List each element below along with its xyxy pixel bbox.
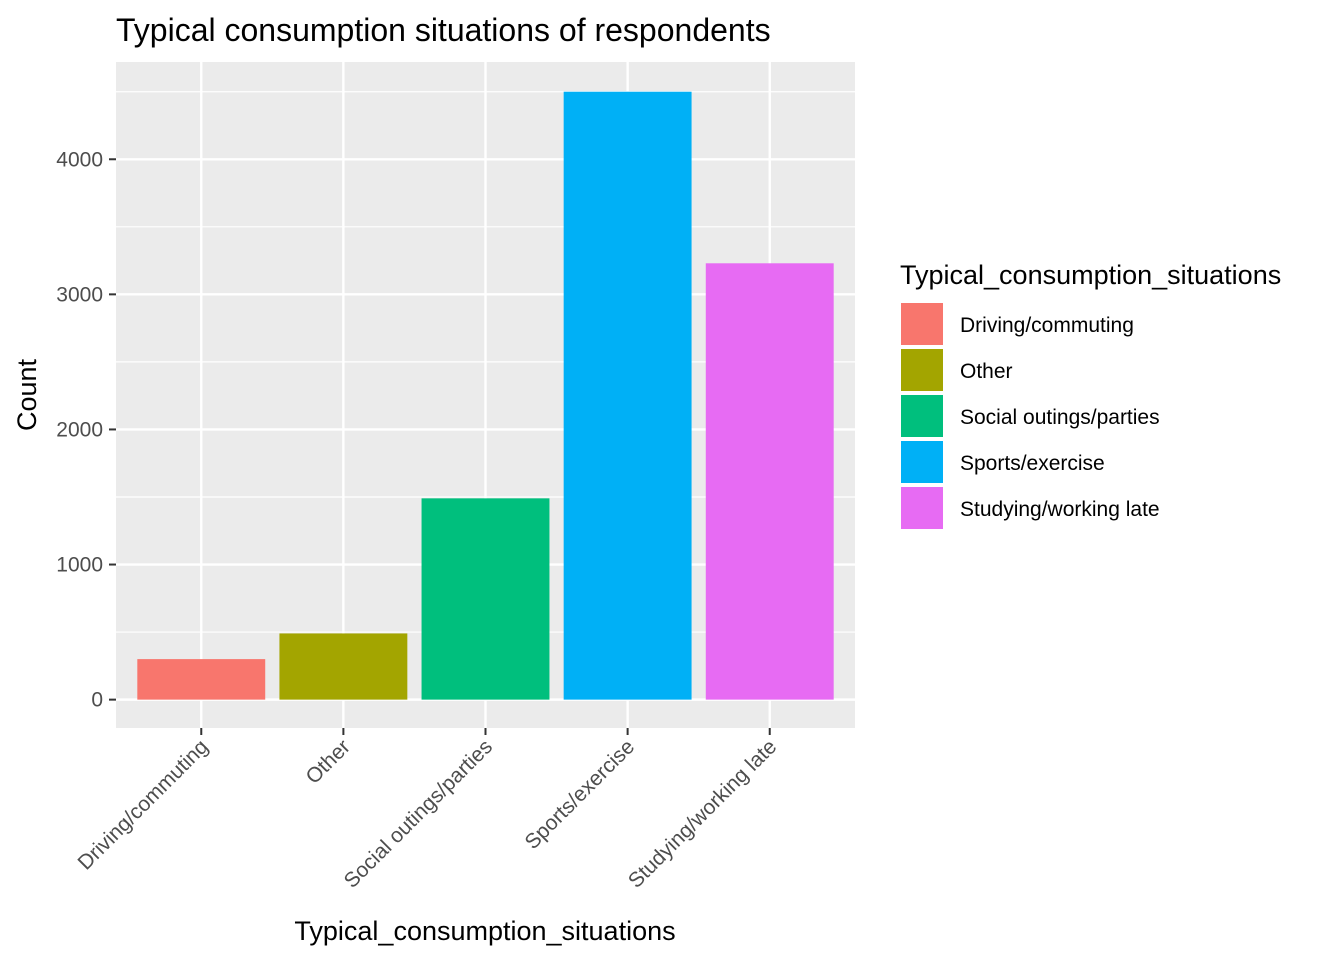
y-tick-label: 2000: [56, 418, 103, 441]
legend-label: Social outings/parties: [960, 406, 1160, 429]
y-tick-label: 1000: [56, 554, 103, 577]
x-tick-label: Sports/exercise: [521, 735, 640, 854]
y-axis: 0 1000 2000 3000 4000: [56, 148, 116, 712]
legend-swatch: [901, 441, 943, 483]
bar-5: [705, 263, 834, 700]
x-tick-label: Studying/working late: [624, 735, 781, 892]
x-tick-label: Other: [302, 735, 355, 788]
legend-swatch: [901, 303, 943, 345]
legend-swatch: [901, 487, 943, 529]
legend-label: Studying/working late: [960, 498, 1160, 521]
y-tick-label: 0: [91, 689, 103, 712]
x-tick-label: Social outings/parties: [340, 735, 497, 892]
x-axis-title: Typical_consumption_situations: [294, 916, 675, 946]
chart-title: Typical consumption situations of respon…: [116, 12, 771, 48]
legend-title: Typical_consumption_situations: [900, 260, 1281, 290]
legend-label: Driving/commuting: [960, 314, 1134, 337]
bar-1: [137, 659, 266, 700]
legend-label: Other: [960, 360, 1013, 383]
y-tick-label: 3000: [56, 283, 103, 306]
legend-swatch: [901, 395, 943, 437]
bar-4: [563, 91, 692, 700]
y-axis-title: Count: [12, 358, 42, 431]
y-tick-label: 4000: [56, 148, 103, 171]
bar-2: [279, 633, 408, 700]
bars: [137, 91, 834, 700]
legend: Typical_consumption_situations Driving/c…: [900, 260, 1281, 530]
legend-label: Sports/exercise: [960, 452, 1105, 475]
x-tick-label: Driving/commuting: [74, 735, 213, 874]
legend-swatch: [901, 349, 943, 391]
bar-3: [421, 498, 550, 700]
